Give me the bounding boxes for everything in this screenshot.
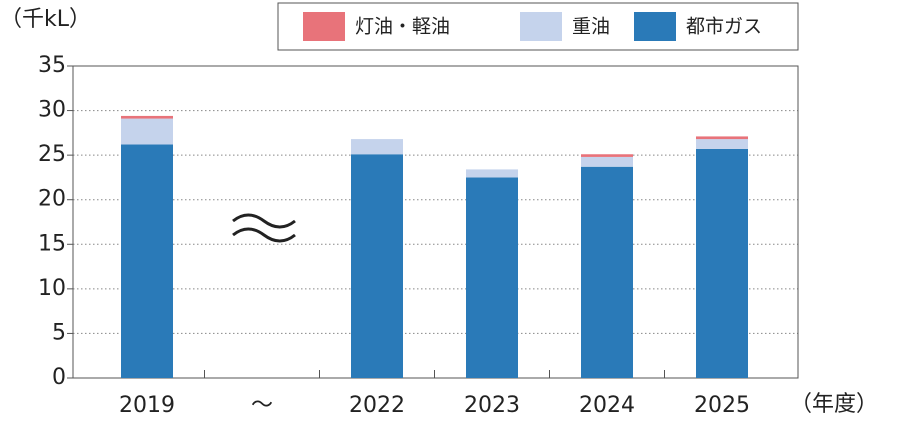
legend-swatch <box>634 12 676 41</box>
x-tick-label: 〜 <box>251 393 273 418</box>
bar-segment <box>696 139 748 149</box>
x-tick-label: 2024 <box>579 393 635 418</box>
bar-segment <box>696 136 748 140</box>
plot-frame <box>72 65 799 379</box>
x-tick-label: 2019 <box>119 393 175 418</box>
bar-segment <box>466 169 518 178</box>
x-tick-label: 2025 <box>694 393 750 418</box>
y-tick-label: 5 <box>52 320 66 345</box>
y-tick-label: 35 <box>38 53 66 78</box>
y-tick-label: 20 <box>38 187 66 212</box>
bar-segment <box>351 139 403 155</box>
legend-label: 都市ガス <box>686 16 762 38</box>
bar-segment <box>466 177 518 378</box>
x-tick-label: 2023 <box>464 393 520 418</box>
bar-segment <box>351 154 403 378</box>
y-tick-label: 25 <box>38 142 66 167</box>
bar-segment <box>581 166 633 378</box>
bar-segment <box>696 148 748 378</box>
y-tick-label: 0 <box>52 365 66 390</box>
y-tick-label: 10 <box>38 276 66 301</box>
axis-break <box>232 213 296 243</box>
y-tick-label: 30 <box>38 98 66 123</box>
x-tick-label: 2022 <box>349 393 405 418</box>
bar-segment <box>121 115 173 119</box>
x-axis-label: （年度） <box>790 392 878 417</box>
y-tick-label: 15 <box>38 231 66 256</box>
legend-swatch <box>303 12 345 41</box>
legend-label: 重油 <box>572 16 610 38</box>
bar-segment <box>121 144 173 378</box>
bar-segment <box>581 156 633 167</box>
legend-swatch <box>520 12 562 41</box>
legend-label: 灯油・軽油 <box>355 16 450 38</box>
bar-segment <box>121 118 173 145</box>
bar-segment <box>581 154 633 157</box>
y-axis-label: （千kL） <box>0 7 91 32</box>
